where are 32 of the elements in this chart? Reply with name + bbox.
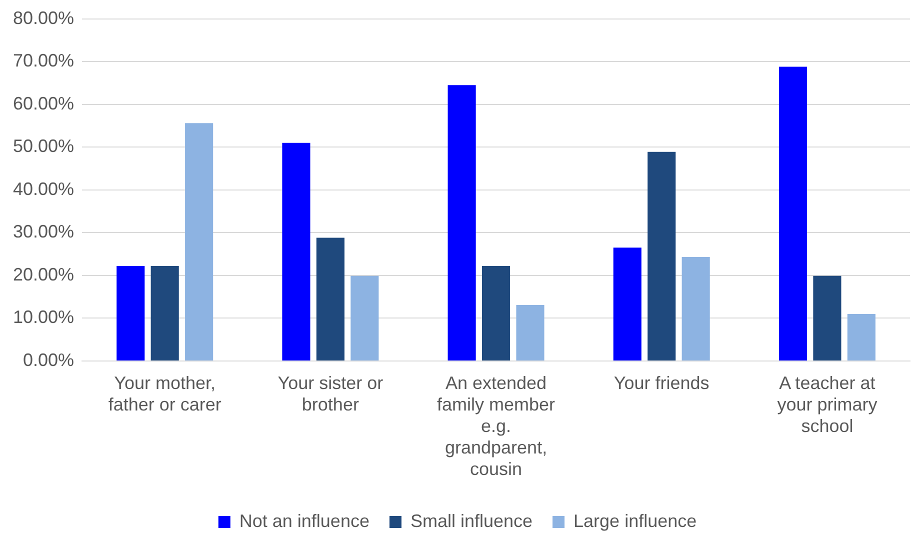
y-tick-label: 50.00%	[12, 136, 74, 156]
y-tick-label: 20.00%	[12, 264, 74, 284]
x-tick-label: Your mother, father or carer	[108, 372, 222, 414]
bar	[448, 85, 476, 360]
bar	[185, 123, 214, 360]
bar	[778, 66, 808, 360]
bar	[282, 142, 310, 360]
y-tick-label: 30.00%	[12, 222, 74, 242]
bar	[648, 152, 676, 360]
legend-label: Not an influence	[239, 510, 370, 531]
bar	[682, 257, 710, 360]
bar	[482, 266, 510, 360]
y-tick-label: 70.00%	[12, 50, 74, 71]
x-tick-label: An extended family member e.g. grandparent, cousin	[437, 372, 556, 480]
x-tick-label: A teacher at your primary school	[777, 372, 878, 436]
bar	[316, 238, 344, 360]
y-tick-label: 10.00%	[12, 307, 74, 328]
legend-label: Small influence	[410, 510, 533, 531]
x-tick-label: Your friends	[614, 372, 710, 393]
bar	[613, 248, 642, 360]
bar	[350, 276, 379, 360]
bar	[116, 266, 145, 360]
y-tick-label: 40.00%	[12, 178, 74, 199]
bar	[847, 314, 876, 360]
y-tick-label: 0.00%	[23, 350, 74, 370]
y-tick-label: 80.00%	[12, 8, 74, 28]
bar	[813, 276, 842, 360]
bar	[516, 304, 544, 360]
legend-label: Large influence	[574, 510, 697, 531]
y-tick-label: 60.00%	[12, 93, 74, 114]
x-tick-label: Your sister or brother	[278, 372, 384, 414]
bar	[150, 266, 179, 360]
